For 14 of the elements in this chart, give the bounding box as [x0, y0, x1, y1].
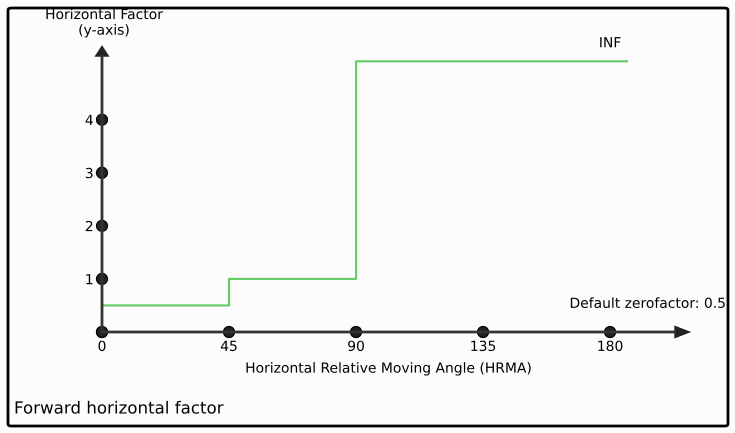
x-tick-label: 45 [220, 340, 237, 352]
y-tick-label: 4 [86, 114, 93, 125]
x-tick-label: 0 [98, 340, 106, 352]
text: Forward horizontal factor [16, 400, 224, 414]
y-axis-title: Horizontal Factor (y-axis) [46, 8, 163, 38]
x-tick-label: 135 [471, 340, 496, 352]
y-tick-label: 3 [86, 168, 93, 178]
y-tick-label: 1 [86, 274, 92, 284]
annotation: INF [600, 37, 621, 48]
x-tick-label: 90 [348, 340, 364, 352]
x-axis-title: Horizontal Relative Moving Angle (HRMA) [246, 362, 531, 376]
x-tick-label: 180 [598, 340, 622, 352]
annotation: Default zerofactor: 0.5 [570, 297, 725, 308]
y-tick-label: 2 [86, 220, 92, 232]
